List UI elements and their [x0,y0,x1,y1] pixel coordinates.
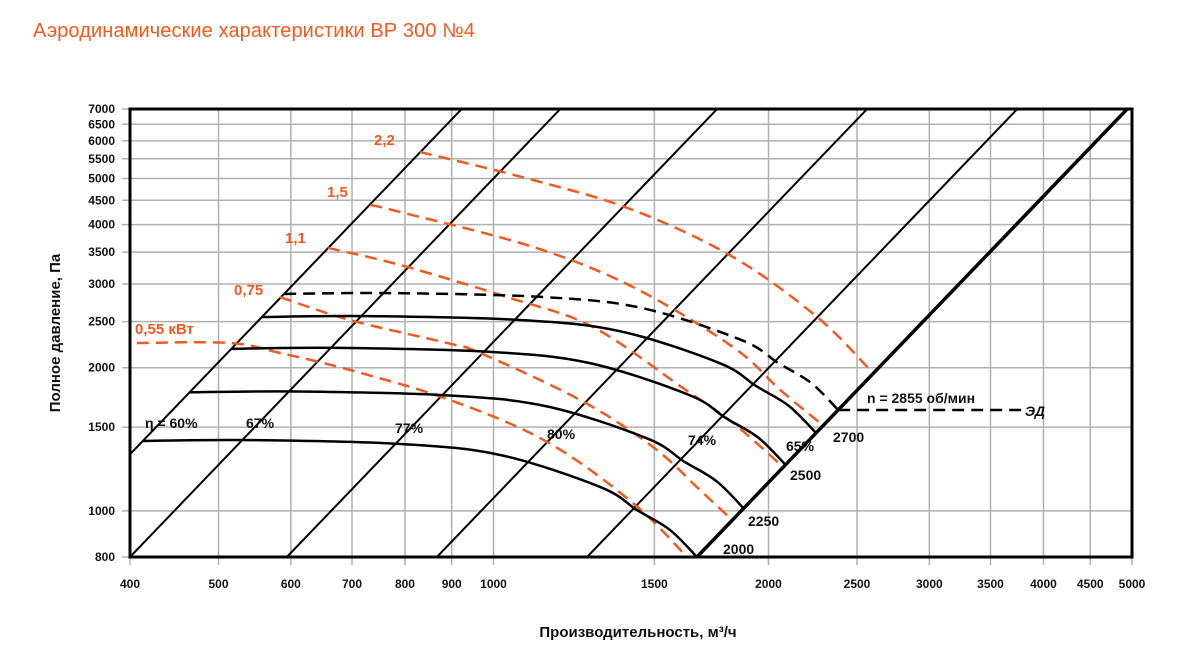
efficiency-label-80: 80% [547,426,576,442]
y-tick-label: 3500 [88,245,115,259]
efficiency-lines [130,109,1130,557]
power-label-1.5: 1,5 [327,184,348,201]
power-label-1.1: 1,1 [285,230,306,247]
power-curve-0.75 [279,295,731,519]
x-tick-label: 1000 [480,577,507,591]
motor-speed-curve [284,291,840,411]
x-tick-label: 1500 [641,577,668,591]
x-tick-label: 2000 [755,577,782,591]
y-tick-label: 3000 [88,277,115,291]
power-label-0.55: 0,55 кВт [135,321,194,338]
y-tick-label: 6500 [88,117,115,131]
y-tick-label: 1500 [88,420,115,434]
x-tick-label: 5000 [1119,577,1146,591]
power-curve-2.2 [419,150,872,371]
speed-label-2250: 2250 [748,513,779,529]
x-tick-label: 4500 [1077,577,1104,591]
motor-speed-label: n = 2855 об/мин [867,390,975,406]
speed-label-2000: 2000 [723,541,754,557]
x-tick-label: 400 [120,577,140,591]
speed-label-2500: 2500 [790,467,821,483]
plot-frame [128,107,1134,559]
power-curve-0.55 [136,340,688,557]
y-tick-label: 4500 [88,193,115,207]
x-tick-label: 3500 [977,577,1004,591]
motor-label: ЭД [1025,403,1045,419]
y-axis-title: Полное давление, Па [47,253,64,412]
x-tick-label: 900 [442,577,462,591]
speed-label-2700: 2700 [833,429,864,445]
chart-title: Аэродинамические характеристики ВР 300 №… [33,20,475,42]
power-curves [136,150,872,557]
efficiency-line [586,109,1019,557]
efficiency-label-67: 67% [246,415,275,431]
efficiency-label-77: 77% [395,420,424,436]
y-tick-label: 6000 [88,134,115,148]
x-tick-label: 3000 [916,577,943,591]
x-tick-labels: 400 500 600 700 800 900 1000 1500 2000 2500 3000 35… [120,577,1146,591]
power-label-0.75: 0,75 [234,282,263,299]
y-tick-label: 2500 [88,315,115,329]
efficiency-label-60: η = 60% [145,415,198,431]
y-tick-label: 2000 [88,361,115,375]
y-tick-label: 4000 [88,218,115,232]
x-tick-label: 2500 [844,577,871,591]
y-tick-label: 7000 [88,102,115,116]
speed-curve-2000 [142,438,698,557]
power-label-2.2: 2,2 [374,132,395,149]
efficiency-line [286,109,719,557]
y-tick-label: 800 [95,550,115,564]
x-tick-label: 4000 [1030,577,1057,591]
x-axis-title: Производительность, м³/ч [539,624,736,641]
power-curve-1.5 [369,203,821,424]
speed-curve-2250 [189,390,745,510]
efficiency-line [436,109,869,557]
x-tick-label: 700 [342,577,362,591]
efficiency-line [130,109,562,557]
x-tick-label: 800 [395,577,415,591]
y-tick-label: 5500 [88,152,115,166]
speed-curves [142,291,1024,557]
x-tick-label: 600 [281,577,301,591]
speed-curve-2500 [231,346,787,466]
speed-curve-2700 [262,314,817,434]
x-tick-label: 500 [209,577,229,591]
efficiency-label-74: 74% [688,432,717,448]
efficiency-label-65: 65% [786,438,815,454]
efficiency-line [130,109,464,456]
y-tick-label: 5000 [88,171,115,185]
efficiency-line [695,109,1130,557]
y-tick-label: 1000 [88,504,115,518]
y-tick-labels: 800 1000 1500 2000 2500 3000 3500 4000 4500 5000 5… [88,102,115,564]
